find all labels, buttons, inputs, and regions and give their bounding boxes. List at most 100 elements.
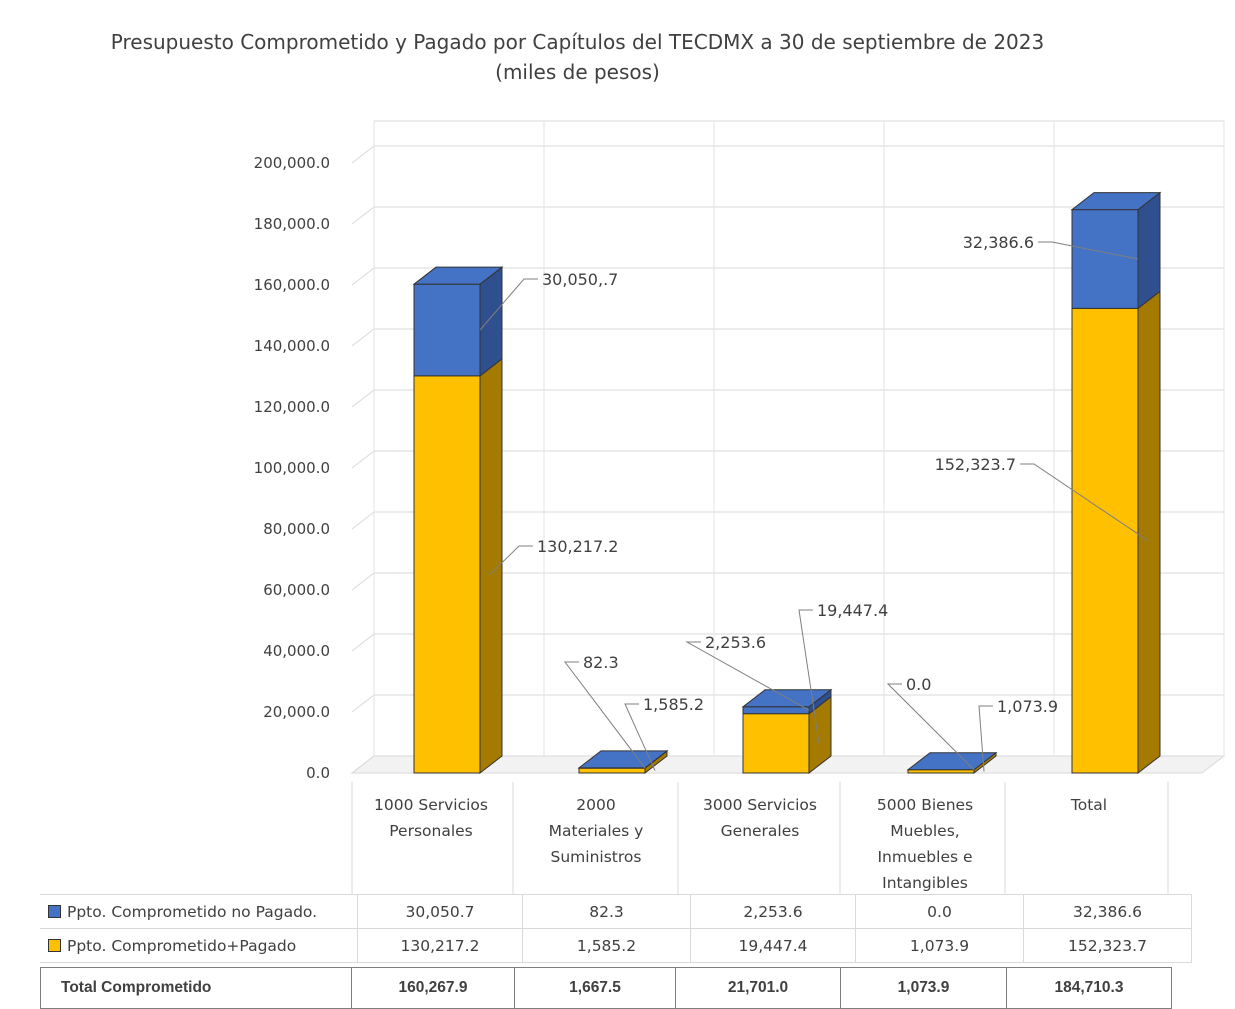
data-table-cell: 19,447.4 bbox=[690, 928, 856, 963]
bar-segment bbox=[413, 375, 481, 774]
gridline-side bbox=[351, 145, 375, 164]
category-label-line: Generales bbox=[720, 822, 800, 840]
data-label: 130,217.2 bbox=[537, 537, 618, 556]
bar-segment bbox=[1071, 307, 1139, 774]
y-tick-label: 160,000.0 bbox=[254, 276, 330, 294]
category-label-line: Personales bbox=[389, 822, 473, 840]
total-cell: 21,701.0 bbox=[675, 967, 841, 1009]
data-table-cell: 1,585.2 bbox=[522, 928, 691, 963]
legend-label: Ppto. Comprometido no Pagado. bbox=[67, 902, 318, 921]
data-label-leader bbox=[479, 278, 538, 331]
bar-side bbox=[479, 266, 503, 377]
data-label-leader bbox=[978, 705, 993, 772]
category-label-line: Inmuebles e bbox=[877, 848, 973, 866]
gridline-side bbox=[351, 267, 375, 286]
y-tick-label: 120,000.0 bbox=[254, 398, 330, 416]
data-table-row: Ppto. Comprometido+Pagado 130,217.2 1,585.… bbox=[40, 928, 1192, 963]
category-label-line: 2000 bbox=[576, 796, 616, 814]
y-tick-label: 100,000.0 bbox=[254, 459, 330, 477]
gridline-side bbox=[351, 633, 375, 652]
data-table-cell: 30,050.7 bbox=[357, 894, 523, 929]
category-label: 2000 Materiales y Suministros bbox=[516, 792, 676, 870]
data-label: 0.0 bbox=[906, 675, 931, 694]
data-label: 32,386.6 bbox=[963, 233, 1034, 252]
bar-segment bbox=[742, 713, 810, 774]
bar-top bbox=[577, 750, 669, 769]
category-label: 3000 Servicios Generales bbox=[680, 792, 840, 844]
y-tick-label: 80,000.0 bbox=[263, 520, 330, 538]
total-cell: 1,667.5 bbox=[514, 967, 676, 1009]
chart-title: Presupuesto Comprometido y Pagado por Ca… bbox=[110, 30, 1045, 54]
bar-segment bbox=[742, 706, 810, 715]
category-label: 1000 Servicios Personales bbox=[351, 792, 511, 844]
category-label-line: Suministros bbox=[550, 848, 642, 866]
bar-segment bbox=[578, 767, 646, 774]
data-table-cell: 152,323.7 bbox=[1023, 928, 1192, 963]
chart-subtitle: (miles de pesos) bbox=[495, 60, 660, 84]
data-label: 1,073.9 bbox=[997, 697, 1058, 716]
data-table-cell: 82.3 bbox=[522, 894, 691, 929]
gridline-side bbox=[351, 450, 375, 469]
data-label: 82.3 bbox=[583, 653, 619, 672]
y-tick-label: 40,000.0 bbox=[263, 642, 330, 660]
category-label-line: Materiales y bbox=[548, 822, 644, 840]
bar-segment bbox=[413, 283, 481, 377]
gridline-side bbox=[351, 511, 375, 530]
bar-top bbox=[412, 266, 504, 285]
legend-entry: Ppto. Comprometido+Pagado bbox=[40, 928, 358, 963]
data-table-cell: 130,217.2 bbox=[357, 928, 523, 963]
gridline-side bbox=[351, 755, 375, 774]
bar-segment bbox=[1071, 209, 1139, 309]
category-label-line: 5000 Bienes bbox=[876, 796, 974, 814]
gridline-side bbox=[351, 206, 375, 225]
gridline-side bbox=[351, 328, 375, 347]
y-tick-label: 140,000.0 bbox=[254, 337, 330, 355]
total-cell: 184,710.3 bbox=[1006, 967, 1172, 1009]
data-label: 152,323.7 bbox=[935, 455, 1016, 474]
data-label-leader bbox=[624, 703, 656, 771]
data-table-cell: 32,386.6 bbox=[1023, 894, 1192, 929]
total-row-label: Total Comprometido bbox=[40, 967, 352, 1009]
category-label: Total bbox=[1009, 792, 1169, 818]
total-table: Total Comprometido 160,267.9 1,667.5 21,… bbox=[40, 967, 1172, 1009]
category-label-line: Total bbox=[1070, 796, 1108, 814]
category-label: 5000 Bienes Muebles, Inmuebles e Intangible… bbox=[845, 792, 1005, 896]
data-table-cell: 0.0 bbox=[855, 894, 1024, 929]
y-tick-label: 200,000.0 bbox=[254, 154, 330, 172]
category-label-line: Intangibles bbox=[882, 874, 968, 892]
data-label: 1,585.2 bbox=[643, 695, 704, 714]
bar-top bbox=[1070, 192, 1162, 211]
gridline-side bbox=[351, 694, 375, 713]
data-table: Ppto. Comprometido no Pagado. 30,050.7 82.… bbox=[40, 894, 1192, 963]
legend-key bbox=[48, 904, 61, 918]
data-table-row: Ppto. Comprometido no Pagado. 30,050.7 82.… bbox=[40, 894, 1192, 929]
category-label-line: 1000 Servicios bbox=[374, 796, 488, 814]
data-label-leader bbox=[685, 641, 810, 711]
data-label: 2,253.6 bbox=[705, 633, 766, 652]
data-label: 30,050,.7 bbox=[542, 270, 618, 289]
y-tick-label: 60,000.0 bbox=[263, 581, 330, 599]
total-row: Total Comprometido 160,267.9 1,667.5 21,… bbox=[40, 967, 1172, 1009]
bar-top bbox=[906, 752, 998, 771]
category-label-line: Muebles, bbox=[890, 822, 960, 840]
y-tick-label: 0.0 bbox=[306, 764, 330, 782]
data-label-leader bbox=[1020, 463, 1149, 542]
bar-side bbox=[1137, 290, 1161, 775]
gridline-side bbox=[351, 389, 375, 408]
data-table-cell: 2,253.6 bbox=[690, 894, 856, 929]
category-label-line: 3000 Servicios bbox=[703, 796, 817, 814]
legend-key bbox=[48, 938, 61, 952]
data-label-leader bbox=[489, 545, 533, 575]
y-tick-label: 20,000.0 bbox=[263, 703, 330, 721]
data-table-cell: 1,073.9 bbox=[855, 928, 1024, 963]
total-cell: 160,267.9 bbox=[351, 967, 515, 1009]
legend-entry: Ppto. Comprometido no Pagado. bbox=[40, 894, 358, 929]
total-cell: 1,073.9 bbox=[840, 967, 1007, 1009]
data-label: 19,447.4 bbox=[817, 601, 888, 620]
gridline-side bbox=[351, 572, 375, 591]
y-tick-label: 180,000.0 bbox=[254, 215, 330, 233]
data-label-leader bbox=[798, 609, 820, 744]
data-label-leader bbox=[1038, 241, 1139, 260]
